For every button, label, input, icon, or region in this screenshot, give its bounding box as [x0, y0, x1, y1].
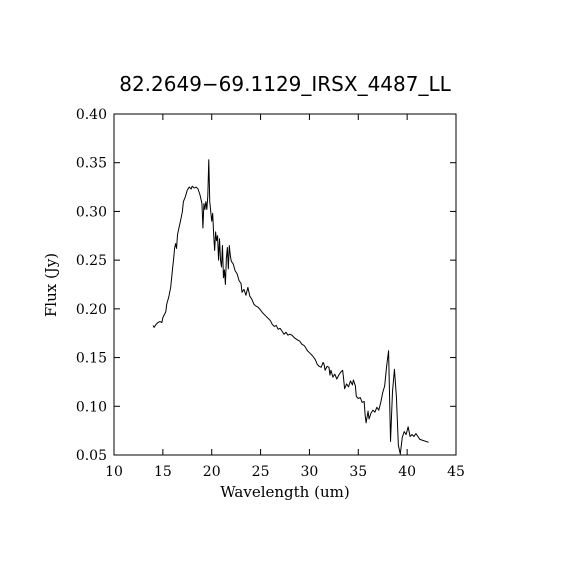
x-tick-label: 15: [154, 464, 172, 480]
x-axis-ticks: 10 15 20 25 30 35 40 45: [105, 114, 465, 480]
x-tick-label: 40: [398, 464, 416, 480]
plot-frame: [113, 113, 457, 456]
y-tick-label: 0.20: [76, 302, 107, 318]
y-axis-label: Flux (Jy): [42, 253, 60, 317]
x-axis-label: Wavelength (um): [220, 483, 349, 501]
x-tick-label: 20: [203, 464, 221, 480]
y-axis-ticks: 0.05 0.10 0.15 0.20 0.25 0.30 0.35 0.40: [76, 107, 456, 464]
y-tick-label: 0.30: [76, 204, 107, 220]
y-tick-label: 0.35: [76, 156, 107, 172]
x-tick-label: 25: [252, 464, 270, 480]
x-tick-label: 10: [105, 464, 123, 480]
flux-spectrum-line: [152, 159, 429, 455]
y-tick-label: 0.05: [76, 448, 107, 464]
y-tick-label: 0.40: [76, 107, 107, 123]
x-tick-label: 45: [447, 464, 465, 480]
y-tick-label: 0.10: [76, 399, 107, 415]
x-tick-label: 35: [349, 464, 367, 480]
chart-title: 82.2649−69.1129_IRSX_4487_LL: [119, 72, 451, 96]
x-tick-label: 30: [301, 464, 319, 480]
series-layer: [152, 159, 429, 455]
y-tick-label: 0.15: [76, 351, 107, 367]
y-tick-label: 0.25: [76, 253, 107, 269]
